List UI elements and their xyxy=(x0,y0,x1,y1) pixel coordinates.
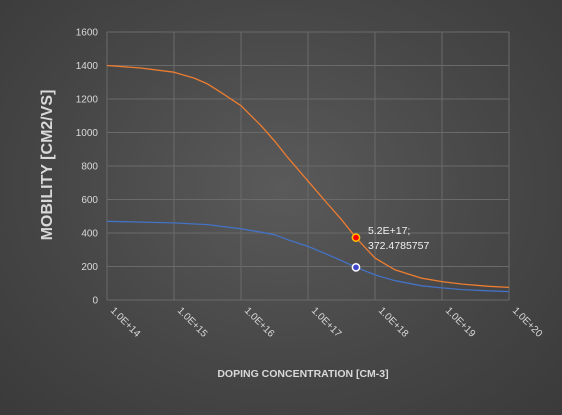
y-tick-label: 1000 xyxy=(76,128,99,139)
y-tick-label: 600 xyxy=(81,195,98,206)
x-tick-label: 1.0E+20 xyxy=(510,305,545,340)
x-tick-label: 1.0E+17 xyxy=(309,305,344,340)
series-line-2 xyxy=(106,220,510,293)
y-tick-label: 1400 xyxy=(76,61,99,72)
x-axis-title: DOPING CONCENTRATION [CM-3] xyxy=(217,368,388,380)
annotation-line-1: 5.2E+17; xyxy=(368,225,410,237)
x-tick-label: 1.0E+14 xyxy=(108,305,143,340)
annotation-line-2: 372.4785757 xyxy=(368,240,429,252)
highlight-point-1 xyxy=(351,233,361,242)
y-tick-labels: 0 200 400 600 800 1000 1200 1400 1600 xyxy=(76,28,99,307)
grid-lines xyxy=(106,31,510,301)
y-tick-label: 0 xyxy=(92,296,98,307)
y-tick-label: 800 xyxy=(81,162,98,173)
y-tick-label: 200 xyxy=(81,262,98,273)
y-tick-label: 400 xyxy=(81,229,98,240)
series-line-1 xyxy=(106,64,510,289)
x-tick-label: 1.0E+16 xyxy=(242,305,277,340)
series-lines xyxy=(106,64,510,293)
x-tick-label: 1.0E+19 xyxy=(443,305,478,340)
highlight-point-2 xyxy=(351,262,361,272)
y-tick-label: 1200 xyxy=(76,95,99,106)
y-tick-label: 1600 xyxy=(76,28,99,39)
x-tick-labels: 1.0E+14 1.0E+15 1.0E+16 1.0E+17 1.0E+18 1.0E+… xyxy=(108,305,545,340)
y-axis-title: MOBILITY [CM2/VS] xyxy=(39,90,56,241)
highlight-markers xyxy=(351,233,361,272)
x-tick-label: 1.0E+15 xyxy=(175,305,210,340)
x-tick-label: 1.0E+18 xyxy=(376,305,411,340)
